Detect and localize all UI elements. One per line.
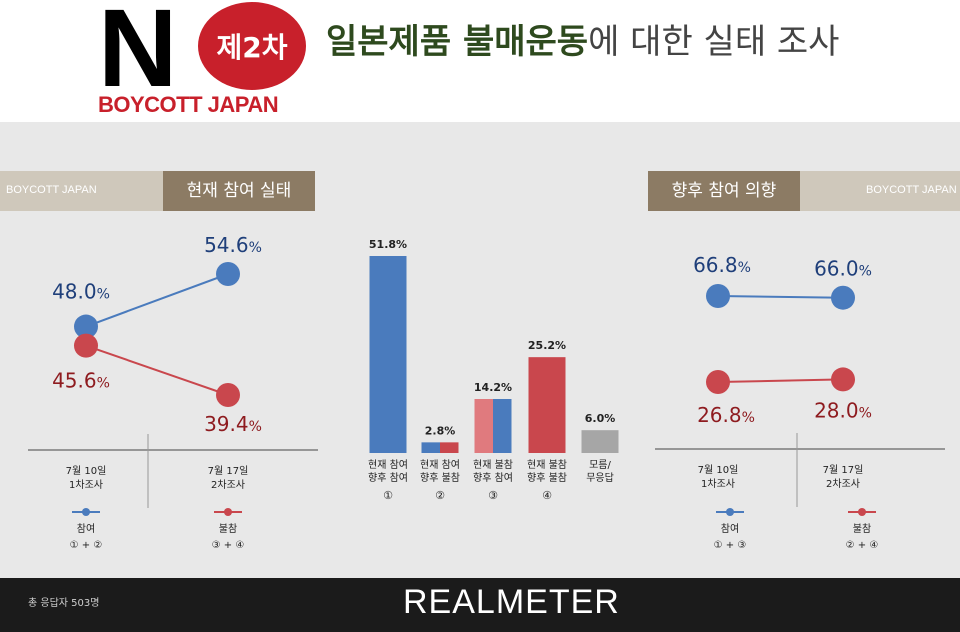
bar-category-label-line-1: 향후 불참 <box>527 472 567 484</box>
x-tick-label-line-0: 7월 17일 <box>208 465 249 477</box>
series-line-participation <box>85 273 229 328</box>
bar-value-label: 14.2% <box>474 381 512 394</box>
right-section-title: 향후 참여 의향 <box>648 171 800 211</box>
bar-left-half <box>421 442 440 453</box>
series-line-non-participation <box>85 344 229 396</box>
left-tag-band <box>0 171 164 211</box>
respondent-count: 총 응답자 503명 <box>28 598 100 609</box>
bar <box>369 256 407 453</box>
bar-category-label-line-1: 향후 불참 <box>420 472 460 484</box>
legend-label: 불참 <box>853 523 871 535</box>
bar-value-label: 51.8% <box>369 238 407 251</box>
data-point <box>706 284 730 308</box>
footer <box>0 578 960 632</box>
bar <box>528 357 566 453</box>
x-tick-label-line-1: 2차조사 <box>211 479 245 491</box>
x-tick-label-line-1: 1차조사 <box>701 478 735 490</box>
logo-no-letter: N <box>98 0 177 110</box>
legend-marker <box>726 508 734 516</box>
x-tick-label-line-0: 7월 10일 <box>698 464 739 476</box>
header: N 제2차 BOYCOTT JAPAN 일본제품 불매운동에 대한 실태 조사 <box>0 0 960 122</box>
title-strong: 일본제품 불매운동 <box>326 22 589 62</box>
bar-category-number: ① <box>383 489 393 502</box>
data-label: 54.6% <box>204 233 262 257</box>
bar-category-number: ④ <box>542 489 552 502</box>
data-point <box>706 370 730 394</box>
logo-badge-text: 제2차 <box>216 31 288 64</box>
series-line-non-participation <box>717 378 844 383</box>
data-label: 45.6% <box>52 369 110 393</box>
data-point <box>216 383 240 407</box>
data-label: 28.0% <box>814 398 872 422</box>
right-tag-band <box>800 171 960 211</box>
bar-right-half <box>440 442 459 453</box>
bar-value-label: 6.0% <box>585 412 616 425</box>
legend-sub: ③ + ④ <box>212 540 245 551</box>
title-rest: 에 대한 실태 조사 <box>588 22 840 62</box>
right-tag-small: BOYCOTT JAPAN <box>866 184 957 196</box>
page-title: 일본제품 불매운동에 대한 실태 조사 <box>326 14 839 63</box>
series-line-participation <box>717 295 844 299</box>
x-tick-label-line-1: 1차조사 <box>69 479 103 491</box>
logo-subtitle: BOYCOTT JAPAN <box>98 92 279 117</box>
data-label: 66.8% <box>693 253 751 277</box>
data-label: 39.4% <box>204 412 262 436</box>
legend-label: 불참 <box>219 523 237 535</box>
data-label: 66.0% <box>814 257 872 281</box>
bar-category-label-line-1: 향후 참여 <box>473 472 513 484</box>
data-point <box>831 285 855 310</box>
bar-category-number: ③ <box>488 489 498 502</box>
bar-category-label-line-0: 현재 참여 <box>420 459 460 471</box>
bar-right-half <box>493 398 512 453</box>
legend-sub: ① + ③ <box>714 540 747 551</box>
legend-label: 참여 <box>77 523 95 535</box>
bar-category-label-line-1: 향후 참여 <box>368 472 408 484</box>
bar-value-label: 2.8% <box>425 424 456 437</box>
legend-label: 참여 <box>721 523 739 535</box>
x-tick-label-line-0: 7월 17일 <box>823 464 864 476</box>
bar-category-label-line-0: 현재 불참 <box>527 459 567 471</box>
data-point <box>216 262 240 286</box>
data-label: 48.0% <box>52 280 110 304</box>
legend-marker <box>82 508 90 516</box>
bar-category-number: ② <box>435 489 445 502</box>
bar-category-label-line-0: 현재 참여 <box>368 459 408 471</box>
left-tag-small: BOYCOTT JAPAN <box>6 184 97 196</box>
logo-red-circle: 제2차 <box>198 2 306 90</box>
x-tick-label-line-1: 2차조사 <box>826 478 860 490</box>
left-section-title: 현재 참여 실태 <box>163 171 315 211</box>
data-point <box>74 314 98 339</box>
data-point <box>74 333 98 358</box>
bar-category-label-line-0: 현재 불참 <box>473 459 513 471</box>
legend-sub: ② + ④ <box>846 540 879 551</box>
bar-left-half <box>474 398 493 453</box>
brand-logo: REALMETER <box>403 583 620 621</box>
bar-category-label-line-0: 모름/ <box>589 459 611 471</box>
legend-marker <box>858 508 866 516</box>
data-point <box>831 367 855 392</box>
bar-category-label-line-1: 무응답 <box>586 472 614 484</box>
bar <box>581 430 619 453</box>
x-tick-label-line-0: 7월 10일 <box>66 465 107 477</box>
data-label: 26.8% <box>697 403 755 427</box>
legend-sub: ① + ② <box>70 540 103 551</box>
bar-value-label: 25.2% <box>528 339 566 352</box>
legend-marker <box>224 508 232 516</box>
